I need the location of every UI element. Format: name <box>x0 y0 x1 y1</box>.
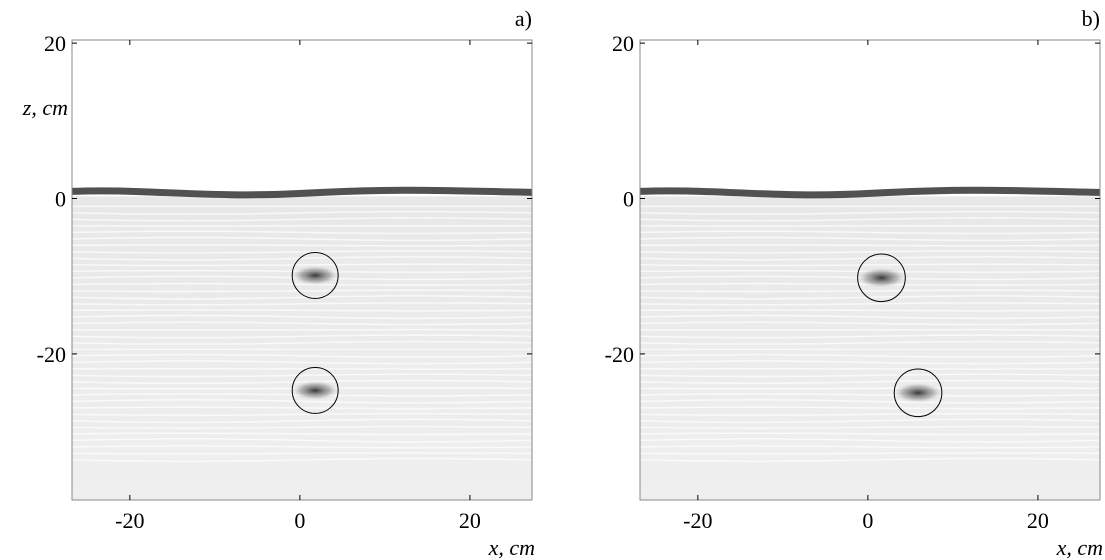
texture <box>71 445 533 449</box>
texture <box>639 236 1101 242</box>
texture <box>71 217 533 222</box>
reflection <box>289 380 341 401</box>
texture <box>639 418 1101 424</box>
target-circle <box>857 253 906 303</box>
y-axis-label: z, cm <box>22 95 68 120</box>
texture <box>71 282 533 286</box>
texture <box>639 295 1101 300</box>
plot-frame <box>639 39 1101 501</box>
texture <box>71 250 533 254</box>
texture <box>639 387 1101 390</box>
texture <box>71 353 533 358</box>
reflection <box>289 265 341 286</box>
texture <box>639 321 1101 326</box>
texture <box>71 432 533 436</box>
texture <box>71 295 533 300</box>
texture <box>71 289 533 293</box>
panel: -20 0 20 20 0 -20 x, cm z, cm a) <box>22 6 535 560</box>
texture <box>639 432 1101 436</box>
texture <box>71 373 533 378</box>
x-tick-label: 0 <box>862 508 873 533</box>
texture <box>639 373 1101 378</box>
texture <box>639 360 1101 365</box>
y-tick-label: 20 <box>612 31 634 56</box>
texture <box>639 445 1101 449</box>
y-tick-label: -20 <box>37 342 66 367</box>
panel-label: a) <box>515 6 532 31</box>
panel: -20 0 20 20 0 -20 x, cm b) <box>605 6 1103 560</box>
texture <box>639 230 1101 235</box>
texture <box>639 340 1101 345</box>
texture <box>71 230 533 235</box>
texture <box>71 302 533 306</box>
texture <box>71 425 533 429</box>
y-tick-label: -20 <box>605 342 634 367</box>
texture <box>639 210 1101 215</box>
texture <box>71 452 533 455</box>
x-tick-label: 20 <box>459 508 481 533</box>
subsurface <box>640 196 1100 500</box>
texture <box>639 457 1101 463</box>
x-tick-label: -20 <box>683 508 712 533</box>
texture <box>639 302 1101 306</box>
reflection <box>891 382 945 404</box>
texture <box>71 438 533 443</box>
texture <box>71 334 533 339</box>
x-axis-label: x, cm <box>1056 535 1103 560</box>
texture <box>639 438 1101 443</box>
texture <box>71 244 533 247</box>
surface-reflection <box>639 186 1101 199</box>
texture <box>639 393 1101 397</box>
texture <box>639 289 1101 293</box>
panel-label: b) <box>1082 6 1100 31</box>
texture <box>639 250 1101 254</box>
texture <box>639 412 1101 416</box>
y-tick-label: 0 <box>623 187 634 212</box>
texture <box>71 314 533 320</box>
x-tick-label: 20 <box>1027 508 1049 533</box>
texture <box>639 353 1101 358</box>
reflection <box>855 267 908 289</box>
texture <box>639 406 1101 410</box>
x-tick-label: -20 <box>115 508 144 533</box>
plot-frame <box>71 39 533 501</box>
texture <box>71 412 533 416</box>
texture <box>639 314 1101 320</box>
texture <box>71 321 533 326</box>
x-axis-label: x, cm <box>488 535 535 560</box>
texture <box>71 210 533 215</box>
texture <box>639 334 1101 339</box>
texture <box>639 309 1101 312</box>
texture <box>71 360 533 365</box>
texture <box>639 217 1101 222</box>
texture <box>639 244 1101 247</box>
texture <box>639 425 1101 429</box>
x-tick-label: 0 <box>294 508 305 533</box>
texture <box>71 418 533 424</box>
texture <box>71 263 533 267</box>
texture <box>639 399 1101 404</box>
texture <box>639 379 1101 385</box>
y-tick-label: 0 <box>55 187 66 212</box>
texture <box>639 263 1101 267</box>
texture <box>71 309 533 312</box>
target-circle <box>291 251 339 299</box>
texture <box>639 452 1101 455</box>
texture <box>639 256 1101 261</box>
texture <box>71 256 533 261</box>
texture <box>71 406 533 410</box>
subsurface <box>72 196 532 500</box>
surface-reflection <box>71 186 533 199</box>
texture <box>71 340 533 345</box>
texture <box>71 399 533 404</box>
texture <box>71 236 533 242</box>
y-tick-label: 20 <box>44 31 66 56</box>
target-circle <box>291 366 339 414</box>
target-circle <box>893 368 943 418</box>
texture <box>71 457 533 463</box>
